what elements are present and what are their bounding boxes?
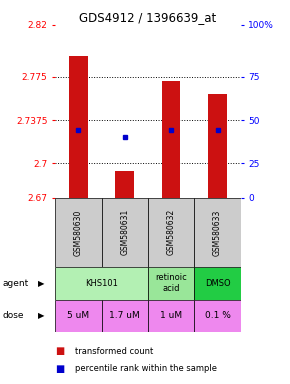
Title: GDS4912 / 1396639_at: GDS4912 / 1396639_at: [79, 11, 217, 24]
Bar: [55, 198, 102, 267]
Text: GSM580633: GSM580633: [213, 209, 222, 255]
Text: 0.1 %: 0.1 %: [204, 311, 231, 320]
Text: ■: ■: [55, 364, 64, 374]
Text: 5 uM: 5 uM: [67, 311, 89, 320]
Bar: [102, 300, 148, 332]
Bar: [55, 267, 148, 300]
Text: ▶: ▶: [38, 279, 44, 288]
Bar: [102, 198, 148, 267]
Text: retinoic
acid: retinoic acid: [155, 273, 187, 293]
Text: GSM580632: GSM580632: [166, 209, 176, 255]
Bar: [55, 300, 102, 332]
Bar: [115, 171, 134, 198]
Bar: [194, 267, 241, 300]
Bar: [194, 300, 241, 332]
Bar: [148, 267, 194, 300]
Text: percentile rank within the sample: percentile rank within the sample: [75, 364, 218, 373]
Text: dose: dose: [3, 311, 24, 320]
Bar: [148, 198, 194, 267]
Bar: [208, 94, 227, 198]
Text: KHS101: KHS101: [85, 279, 118, 288]
Bar: [162, 81, 180, 198]
Text: GSM580631: GSM580631: [120, 209, 129, 255]
Bar: [69, 56, 88, 198]
Text: agent: agent: [3, 279, 29, 288]
Text: ■: ■: [55, 346, 64, 356]
Bar: [148, 300, 194, 332]
Text: 1 uM: 1 uM: [160, 311, 182, 320]
Text: 1.7 uM: 1.7 uM: [109, 311, 140, 320]
Text: ▶: ▶: [38, 311, 44, 320]
Text: GSM580630: GSM580630: [74, 209, 83, 255]
Text: transformed count: transformed count: [75, 347, 154, 356]
Text: DMSO: DMSO: [205, 279, 230, 288]
Bar: [194, 198, 241, 267]
